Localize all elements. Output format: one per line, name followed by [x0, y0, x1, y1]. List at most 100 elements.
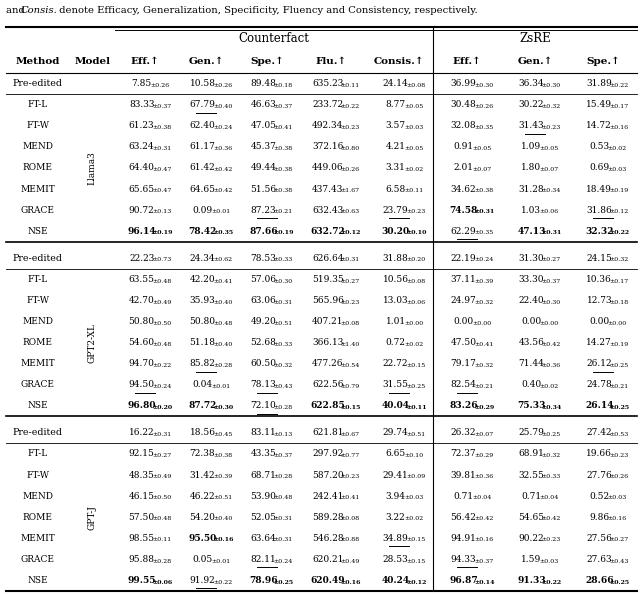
Text: Gen.↑: Gen.↑ — [517, 57, 553, 67]
Text: ±0.21: ±0.21 — [610, 384, 629, 389]
Text: 4.21: 4.21 — [386, 143, 406, 151]
Text: 27.42: 27.42 — [586, 428, 612, 437]
Text: 1.80: 1.80 — [522, 163, 541, 172]
Text: ±0.41: ±0.41 — [274, 125, 293, 130]
Text: FT-L: FT-L — [28, 275, 48, 284]
Text: ±0.67: ±0.67 — [340, 432, 360, 437]
Text: 87.66: 87.66 — [249, 227, 278, 236]
Text: 36.34: 36.34 — [518, 79, 544, 88]
Text: Pre-edited: Pre-edited — [13, 79, 63, 88]
Text: 492.34: 492.34 — [312, 121, 344, 130]
Text: 91.92: 91.92 — [189, 576, 216, 585]
Text: ±0.48: ±0.48 — [274, 495, 293, 500]
Text: 0.00: 0.00 — [522, 317, 541, 326]
Text: 64.65: 64.65 — [189, 185, 216, 194]
Text: ±0.33: ±0.33 — [542, 474, 561, 479]
Text: 36.99: 36.99 — [451, 79, 476, 88]
Text: 23.79: 23.79 — [383, 206, 408, 214]
Text: 24.34: 24.34 — [189, 254, 216, 263]
Text: ±0.18: ±0.18 — [274, 83, 293, 88]
Text: 96.14: 96.14 — [127, 227, 156, 236]
Text: 14.27: 14.27 — [586, 338, 612, 347]
Text: ±0.30: ±0.30 — [542, 299, 561, 305]
Text: 565.96: 565.96 — [312, 296, 344, 305]
Text: ±0.27: ±0.27 — [340, 279, 360, 283]
Text: 24.15: 24.15 — [586, 254, 612, 263]
Text: ±0.32: ±0.32 — [542, 104, 561, 109]
Text: ±0.12: ±0.12 — [406, 580, 426, 584]
Text: ±0.73: ±0.73 — [152, 257, 172, 263]
Text: 621.81: 621.81 — [312, 428, 344, 437]
Text: ±0.42: ±0.42 — [474, 516, 493, 522]
Text: ±0.41: ±0.41 — [340, 495, 360, 500]
Text: 62.40: 62.40 — [189, 121, 216, 130]
Text: Consis.: Consis. — [20, 6, 57, 15]
Text: FT-W: FT-W — [26, 470, 49, 479]
Text: 78.53: 78.53 — [250, 254, 276, 263]
Text: FT-L: FT-L — [28, 100, 48, 109]
Text: 95.88: 95.88 — [129, 555, 155, 564]
Text: 13.03: 13.03 — [383, 296, 408, 305]
Text: Spe.↑: Spe.↑ — [586, 57, 620, 67]
Text: 79.17: 79.17 — [451, 359, 476, 368]
Text: ±0.15: ±0.15 — [406, 363, 426, 368]
Text: ±0.24: ±0.24 — [474, 257, 493, 263]
Text: ±0.00: ±0.00 — [607, 321, 627, 326]
Text: 0.00: 0.00 — [454, 317, 474, 326]
Text: 7.85: 7.85 — [132, 79, 152, 88]
Text: 30.22: 30.22 — [518, 100, 544, 109]
Text: ±0.10: ±0.10 — [404, 453, 423, 458]
Text: ±0.31: ±0.31 — [274, 299, 293, 305]
Text: ±0.77: ±0.77 — [340, 453, 360, 458]
Text: 87.23: 87.23 — [251, 206, 276, 214]
Text: 60.50: 60.50 — [250, 359, 276, 368]
Text: ±0.31: ±0.31 — [152, 432, 172, 437]
Text: ±0.38: ±0.38 — [274, 167, 293, 172]
Text: ±0.19: ±0.19 — [610, 188, 629, 193]
Text: 31.43: 31.43 — [518, 121, 544, 130]
Text: ±0.50: ±0.50 — [152, 495, 172, 500]
Text: Method: Method — [16, 57, 60, 67]
Text: ±0.38: ±0.38 — [213, 453, 232, 458]
Text: ±0.35: ±0.35 — [474, 230, 493, 235]
Text: ±0.31: ±0.31 — [340, 257, 360, 263]
Text: MEND: MEND — [22, 143, 53, 151]
Text: 50.80: 50.80 — [189, 317, 216, 326]
Text: 72.37: 72.37 — [451, 450, 476, 459]
Text: ±0.48: ±0.48 — [152, 342, 172, 347]
Text: 47.50: 47.50 — [451, 338, 477, 347]
Text: ±0.26: ±0.26 — [610, 474, 628, 479]
Text: 632.43: 632.43 — [312, 206, 344, 214]
Text: 1.01: 1.01 — [386, 317, 406, 326]
Text: ±0.37: ±0.37 — [152, 104, 172, 109]
Text: ±0.40: ±0.40 — [213, 104, 232, 109]
Text: ±0.48: ±0.48 — [152, 516, 172, 522]
Text: 96.80: 96.80 — [127, 402, 156, 410]
Text: ±0.32: ±0.32 — [610, 257, 629, 263]
Text: ±0.29: ±0.29 — [474, 453, 493, 458]
Text: ±0.06: ±0.06 — [152, 580, 172, 584]
Text: ±0.15: ±0.15 — [340, 405, 361, 410]
Text: 83.26: 83.26 — [449, 402, 478, 410]
Text: ±0.03: ±0.03 — [540, 558, 559, 564]
Text: ±0.37: ±0.37 — [542, 279, 561, 283]
Text: ±0.19: ±0.19 — [152, 230, 173, 235]
Text: 12.73: 12.73 — [586, 296, 612, 305]
Text: ±0.22: ±0.22 — [152, 363, 172, 368]
Text: 83.11: 83.11 — [250, 428, 276, 437]
Text: ±0.63: ±0.63 — [340, 209, 360, 214]
Text: ±0.05: ±0.05 — [404, 104, 423, 109]
Text: ±0.39: ±0.39 — [213, 474, 232, 479]
Text: ±0.08: ±0.08 — [406, 83, 426, 88]
Text: 71.44: 71.44 — [518, 359, 545, 368]
Text: ±0.02: ±0.02 — [607, 146, 627, 151]
Text: 6.65: 6.65 — [385, 450, 406, 459]
Text: 477.26: 477.26 — [312, 359, 344, 368]
Text: ±0.08: ±0.08 — [340, 516, 360, 522]
Text: ±0.53: ±0.53 — [610, 432, 629, 437]
Text: ±0.20: ±0.20 — [152, 405, 172, 410]
Text: 233.72: 233.72 — [312, 100, 343, 109]
Text: 94.91: 94.91 — [451, 534, 476, 543]
Text: ±0.11: ±0.11 — [406, 405, 427, 410]
Text: ±0.51: ±0.51 — [213, 495, 232, 500]
